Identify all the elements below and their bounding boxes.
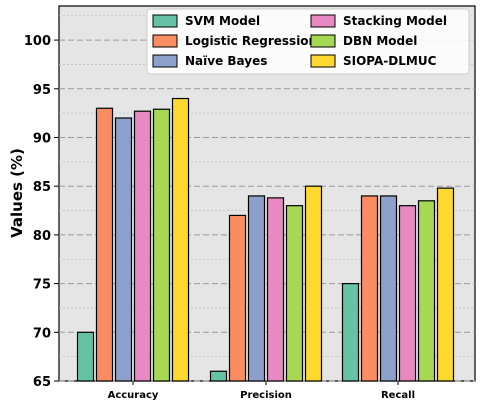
y-tick-label: 70: [33, 326, 51, 341]
legend-swatch: [310, 34, 336, 48]
bar-stacking-model-recall: [398, 205, 417, 382]
y-tick-label: 75: [33, 278, 51, 293]
bar-na-ve-bayes-precision: [247, 195, 266, 382]
x-tick-label: Precision: [240, 390, 292, 401]
bar-stacking-model-accuracy: [133, 110, 152, 382]
y-tick-label: 65: [33, 375, 51, 390]
bar-siopa-dlmuc-precision: [304, 185, 323, 382]
legend-swatch: [152, 54, 178, 68]
bar-svm-model-recall: [341, 283, 360, 382]
y-tick-label: 90: [33, 131, 51, 146]
bars-group: [76, 97, 455, 382]
bar-svm-model-precision: [209, 370, 228, 382]
legend-swatch: [310, 54, 336, 68]
bar-dbn-model-recall: [417, 200, 436, 382]
x-tick-label: Accuracy: [108, 390, 159, 401]
legend-label: SIOPA-DLMUC: [343, 54, 437, 68]
bar-na-ve-bayes-recall: [379, 195, 398, 382]
legend-label: Logistic Regression: [185, 34, 317, 48]
legend-label: DBN Model: [343, 34, 417, 48]
bar-logistic-regression-precision: [228, 214, 247, 382]
legend-label: Stacking Model: [343, 14, 447, 28]
legend-label: Naïve Bayes: [185, 54, 267, 68]
y-axis-title: Values (%): [8, 148, 26, 238]
legend: SVM Model Logistic Regression Naïve Bayes S…: [146, 8, 470, 75]
y-axis-ticks: 65 70 75 80 85 90 95 100: [24, 34, 59, 390]
bar-na-ve-bayes-accuracy: [114, 117, 133, 382]
legend-swatch: [152, 34, 178, 48]
legend-label: SVM Model: [185, 14, 260, 28]
legend-box: [146, 8, 470, 75]
bar-siopa-dlmuc-accuracy: [171, 97, 190, 382]
bar-stacking-model-precision: [266, 197, 285, 382]
x-axis-ticks: Accuracy Precision Recall: [108, 381, 415, 401]
bar-siopa-dlmuc-recall: [436, 187, 455, 382]
y-tick-label: 95: [33, 83, 51, 98]
bar-dbn-model-accuracy: [152, 108, 171, 382]
x-tick-label: Recall: [381, 390, 415, 401]
legend-swatch: [310, 14, 336, 28]
y-tick-label: 80: [33, 229, 51, 244]
bar-svm-model-accuracy: [76, 331, 95, 382]
bar-logistic-regression-accuracy: [95, 107, 114, 382]
bar-dbn-model-precision: [285, 205, 304, 382]
y-tick-label: 100: [24, 34, 51, 49]
y-tick-label: 85: [33, 180, 51, 195]
bar-logistic-regression-recall: [360, 195, 379, 382]
legend-swatch: [152, 14, 178, 28]
